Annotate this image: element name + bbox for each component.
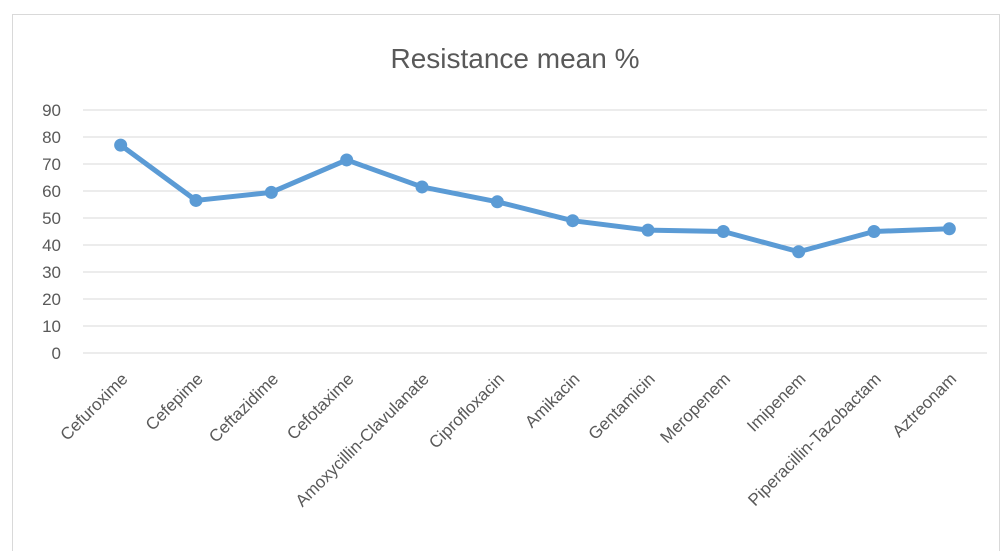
- data-point: [415, 180, 429, 194]
- x-category-label: Meropenem: [657, 369, 735, 447]
- series-layer: [114, 138, 956, 259]
- x-category-label: Cefepime: [142, 369, 207, 434]
- x-category-label: Ceftazidime: [205, 369, 282, 446]
- gridlines: [83, 109, 987, 354]
- y-axis-ticks: 0 10 20 30 40 50 60 70 80 90: [42, 101, 61, 363]
- x-category-label: Piperacillin-Tazobactam: [744, 369, 884, 509]
- y-tick-label: 60: [42, 182, 61, 201]
- x-category-label: Aztreonam: [889, 369, 961, 441]
- data-point: [792, 245, 806, 259]
- data-point: [566, 214, 580, 228]
- x-category-label: Ciprofloxacin: [425, 369, 508, 452]
- y-tick-label: 30: [42, 263, 61, 282]
- y-tick-label: 10: [42, 317, 61, 336]
- chart-frame: Resistance mean % 0 10 20 30 40 50 60 70 80 90 Ce…: [12, 14, 1000, 551]
- x-category-label: Imipenem: [743, 369, 809, 435]
- y-tick-label: 50: [42, 209, 61, 228]
- y-tick-label: 80: [42, 128, 61, 147]
- data-point: [942, 222, 956, 236]
- data-point: [340, 153, 354, 167]
- x-category-label: Cefotaxime: [283, 369, 357, 443]
- data-point: [490, 195, 504, 209]
- y-tick-label: 70: [42, 155, 61, 174]
- data-point: [641, 223, 655, 237]
- x-category-label: Amikacin: [521, 369, 583, 431]
- data-point: [264, 185, 278, 199]
- x-category-label: Cefuroxime: [57, 369, 132, 444]
- data-point: [114, 138, 128, 152]
- chart-title: Resistance mean %: [390, 43, 639, 74]
- data-point: [189, 193, 203, 207]
- x-category-label: Gentamicin: [585, 369, 659, 443]
- y-tick-label: 40: [42, 236, 61, 255]
- y-tick-label: 0: [52, 344, 61, 363]
- x-category-label: Amoxycillin-Clavulanate: [292, 369, 433, 510]
- line-chart: Resistance mean % 0 10 20 30 40 50 60 70 80 90 Ce…: [42, 43, 987, 510]
- data-point: [867, 225, 881, 238]
- series-line: [118, 142, 952, 255]
- data-point: [716, 225, 730, 238]
- y-tick-label: 90: [42, 101, 61, 120]
- y-tick-label: 20: [42, 290, 61, 309]
